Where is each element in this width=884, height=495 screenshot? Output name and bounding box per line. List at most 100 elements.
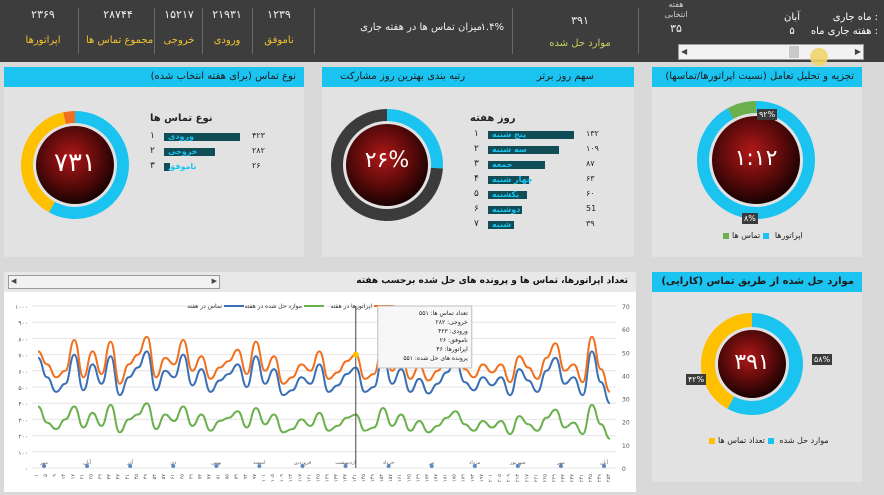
month-label: ماه جاری :	[832, 12, 878, 23]
x-tick: ۱۲۵	[315, 474, 321, 482]
donut-call-type	[21, 111, 129, 219]
kpi-label: مجموع تماس ها	[86, 35, 154, 46]
y-left-tick: ۲۰۰	[18, 434, 28, 441]
weekly-rate-value: ۱.۴%	[480, 22, 504, 33]
y-left-tick: ۶۰۰	[18, 369, 28, 376]
month-marker	[171, 464, 176, 468]
y-right-tick: 30	[622, 397, 630, 404]
best-day-title-right: سهم روز برتر	[536, 71, 594, 82]
solved-value: ۳۹۱	[571, 14, 589, 27]
panel-title-best-day: رتبه بندی بهترین روز مشارکت سهم روز برتر	[322, 67, 634, 87]
x-tick: ۱۴۹	[370, 474, 376, 482]
scroll-thumb[interactable]	[789, 46, 799, 58]
y-left-tick: ۵۰۰	[18, 385, 28, 392]
chart-scrollbar[interactable]: ◀ ▶	[8, 275, 220, 289]
slice-outgoing	[21, 112, 67, 213]
best-day-table-title: روز هفته	[470, 113, 516, 124]
kpi-label: اپراتورها	[25, 35, 61, 46]
month-marker	[257, 464, 262, 468]
selected-week-value: ۳۵	[670, 22, 682, 35]
call-type-value: ۲۸۲	[252, 146, 265, 155]
kpi-value: ۲۱۹۳۱	[212, 8, 242, 21]
call-type-rank: ۱	[150, 131, 155, 141]
month-label: مهر	[556, 460, 565, 466]
scroll-left-arrow-icon[interactable]: ◀	[681, 47, 688, 56]
kpi-value: ۱۲۳۹	[267, 8, 291, 21]
chart-header: ◀ ▶ تعداد اپراتورها، تماس ها و پرونده ها…	[4, 272, 636, 292]
best-day-rank: ۱	[474, 129, 479, 139]
x-tick: ۷۳	[197, 474, 203, 480]
x-tick: ۲۵	[88, 474, 94, 480]
week-scrollbar[interactable]: ◀ ▶	[678, 44, 864, 60]
solved-pct-calls: ۵۸%	[812, 354, 833, 365]
best-day-bar	[488, 131, 574, 139]
center-globe	[36, 126, 114, 204]
x-tick: ۱۴۵	[361, 474, 367, 482]
solved-center-value: ۳۹۱	[734, 350, 770, 375]
x-tick: ۱۰۱	[261, 474, 267, 482]
x-tick: ۱۳۷	[343, 474, 349, 482]
x-tick: ۲۳۳	[561, 474, 567, 482]
call-type-value: ۲۶	[252, 161, 261, 170]
chart-background	[4, 292, 636, 492]
interaction-pct-ops: ۸%	[742, 213, 758, 224]
x-tick: ۱۱۷	[297, 474, 303, 482]
y-left-tick: ۱۰۰	[18, 450, 28, 457]
scroll-right-arrow-icon[interactable]: ▶	[854, 47, 861, 56]
best-day-bar	[488, 206, 522, 214]
y-left-tick: ۷۰۰	[18, 353, 28, 360]
best-day-bar	[488, 191, 527, 199]
y-left-tick: ۱۰۰۰	[15, 304, 28, 311]
x-tick: ۲۴۵	[588, 474, 594, 482]
month-label: دی	[170, 460, 176, 466]
month-label: خرداد	[383, 460, 395, 466]
best-day-bar	[488, 146, 560, 154]
x-tick: ۱۵۷	[388, 474, 394, 482]
kpi-operators: ۲۳۶۹ اپراتورها	[18, 8, 68, 48]
x-tick: ۲۰۵	[497, 474, 503, 482]
tooltip-line: پرونده های حل شده: ۵۵۱	[403, 355, 468, 362]
best-day-center-value: ۲۶%	[364, 148, 410, 173]
center-globe	[712, 116, 800, 204]
x-tick: ۱۶۵	[406, 474, 412, 482]
slice-rest	[331, 109, 443, 221]
month-label: اردیبهشت	[335, 460, 356, 466]
x-tick: ۱۹۳	[470, 474, 476, 482]
month-marker	[85, 464, 90, 468]
kpi-outgoing: ۱۵۲۱۷ خروجی	[154, 8, 204, 48]
x-tick: ۲۱۷	[524, 474, 530, 482]
call-type-value: ۴۲۳	[252, 131, 265, 140]
series-line	[37, 350, 611, 405]
call-type-center-value: ۷۳۱	[54, 148, 96, 178]
weekly-line-chart[interactable]: ۰ ۱۰۰ ۲۰۰ ۳۰۰ ۴۰۰ ۵۰۰ ۶۰۰ ۷۰۰ ۸۰۰ ۹۰۰ ۱۰۰۰ 0 10 20 30 4…	[4, 292, 636, 492]
x-tick: ۱۴۱	[352, 474, 358, 482]
best-day-name: یکشنبه	[492, 190, 520, 199]
x-tick: ۷۷	[207, 474, 213, 480]
y-left-tick: ۹۰۰	[18, 320, 28, 327]
solved-pct-solved: ۴۲%	[686, 374, 707, 385]
series-line	[37, 402, 611, 440]
x-tick: ۱۹۷	[479, 474, 485, 482]
week-of-month-label: هفته جاری ماه :	[810, 26, 878, 37]
month-marker	[42, 464, 46, 468]
call-type-bar	[164, 148, 215, 156]
tooltip-line: ورودی: ۴۲۳	[438, 328, 468, 335]
x-tick: ۱۷۷	[433, 474, 439, 482]
selected-week-label: هفته انتخابی	[664, 0, 688, 19]
chart-scroll-left-icon[interactable]: ◀	[11, 277, 17, 285]
selected-week-marker	[352, 351, 359, 358]
y-right-tick: 40	[622, 373, 630, 380]
month-marker	[386, 464, 391, 468]
chart-title: تعداد اپراتورها، تماس ها و پرونده های حل…	[356, 276, 628, 286]
donut-solved	[701, 313, 803, 415]
legend-label: اپراتورها در هفته	[330, 303, 372, 310]
x-tick: ۹۳	[243, 474, 249, 480]
x-tick: ۱۰۹	[279, 474, 285, 482]
x-tick: ۱۸۹	[461, 474, 467, 482]
slice-calls	[697, 101, 815, 219]
chart-scroll-right-icon[interactable]: ▶	[211, 277, 217, 285]
best-day-rank: ۲	[474, 144, 479, 154]
month-marker	[472, 464, 477, 468]
x-tick: ۳۷	[116, 474, 122, 480]
slice-incoming	[48, 111, 129, 219]
